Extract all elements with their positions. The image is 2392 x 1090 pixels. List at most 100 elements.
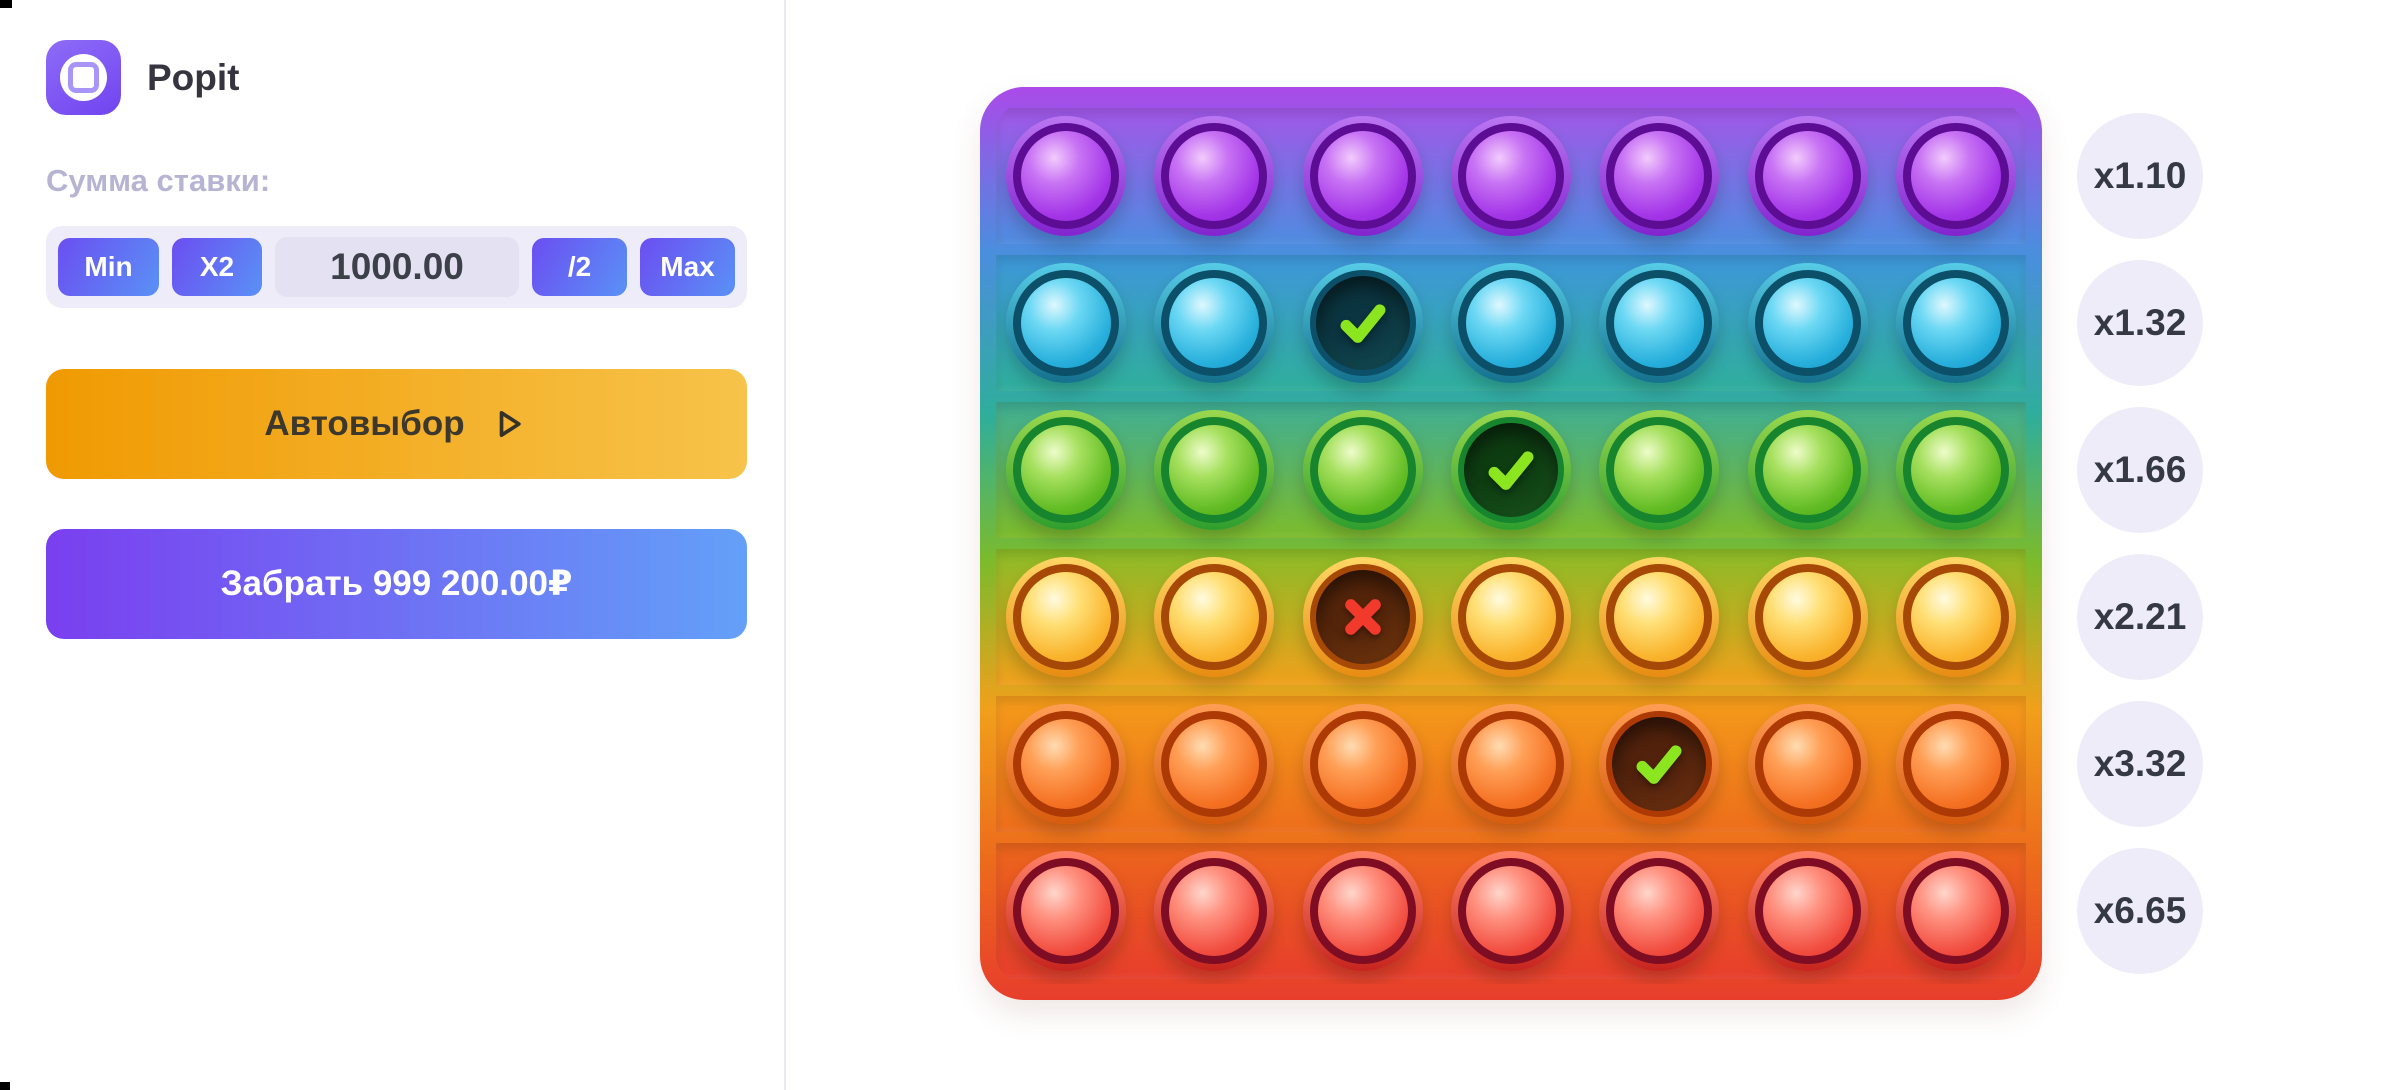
bubble-row4-col3-miss[interactable]	[1302, 557, 1423, 677]
bubble-ring	[1606, 858, 1713, 964]
bubble-ring	[1013, 123, 1119, 229]
bubble-dome	[1021, 425, 1111, 515]
bubble-dome	[1021, 866, 1111, 956]
bubble-hole	[1463, 423, 1558, 517]
check-icon	[1340, 304, 1386, 343]
bubble-dome	[1910, 719, 2001, 809]
bubble-ring	[1309, 858, 1416, 964]
bubble-row5-col7[interactable]	[1895, 704, 2016, 824]
bubble-row2-col7[interactable]	[1895, 263, 2016, 383]
logo-circle	[60, 54, 107, 101]
bubble-dome	[1762, 719, 1853, 809]
autopick-button[interactable]: Автовыбор	[46, 369, 747, 479]
multiplier-badge-row5: x3.32	[2077, 701, 2203, 827]
bubble-dome	[1614, 572, 1705, 662]
bet-half-button[interactable]: /2	[532, 238, 627, 296]
popit-board-rows	[996, 103, 2026, 984]
bubble-row2-col4[interactable]	[1450, 263, 1571, 383]
cashout-button[interactable]: Забрать 999 200.00₽	[46, 529, 747, 639]
popit-board	[980, 87, 2042, 1000]
bubble-row1-col1[interactable]	[1006, 116, 1126, 236]
bubble-row6-col2[interactable]	[1154, 851, 1275, 971]
bubble-ring	[1161, 417, 1268, 523]
bubble-ring	[1013, 711, 1119, 817]
bet-min-button[interactable]: Min	[58, 238, 159, 296]
bubble-ring	[1902, 858, 2009, 964]
bubble-ring	[1457, 123, 1564, 229]
bubble-row2-col5[interactable]	[1599, 263, 1720, 383]
bubble-ring	[1606, 123, 1713, 229]
multiplier-badge-row4: x2.21	[2077, 554, 2203, 680]
bubble-row6-col5[interactable]	[1599, 851, 1720, 971]
bubble-ring	[1161, 123, 1268, 229]
bubble-row3-col2[interactable]	[1154, 410, 1275, 530]
bubble-ring	[1902, 564, 2009, 670]
bubble-row3-col3[interactable]	[1302, 410, 1423, 530]
board-row-gold	[996, 549, 2026, 685]
bubble-row4-col2[interactable]	[1154, 557, 1275, 677]
game-title: Popit	[147, 56, 240, 98]
bubble-dome	[1169, 131, 1260, 221]
bubble-row5-col1[interactable]	[1006, 704, 1126, 824]
bubble-dome	[1169, 719, 1260, 809]
bubble-row2-col3-check[interactable]	[1302, 263, 1423, 383]
bubble-ring	[1606, 564, 1713, 670]
bubble-row5-col6[interactable]	[1747, 704, 1868, 824]
bubble-ring	[1902, 270, 2009, 376]
bubble-row6-col4[interactable]	[1450, 851, 1571, 971]
bubble-dome	[1465, 866, 1556, 956]
bubble-row6-col3[interactable]	[1302, 851, 1423, 971]
bubble-row1-col5[interactable]	[1599, 116, 1720, 236]
bubble-ring	[1754, 564, 1861, 670]
bubble-dome	[1614, 278, 1705, 368]
bubble-row1-col3[interactable]	[1302, 116, 1423, 236]
bubble-row3-col5[interactable]	[1599, 410, 1720, 530]
autopick-label: Автовыбор	[264, 404, 465, 443]
bubble-dome	[1169, 425, 1260, 515]
cashout-label: Забрать 999 200.00₽	[220, 564, 573, 603]
bubble-row6-col6[interactable]	[1747, 851, 1868, 971]
bubble-hole	[1612, 717, 1707, 811]
bubble-row4-col5[interactable]	[1599, 557, 1720, 677]
check-icon	[1636, 745, 1682, 784]
board-row-purple	[996, 108, 2026, 244]
bubble-ring	[1457, 711, 1564, 817]
bubble-row4-col1[interactable]	[1006, 557, 1126, 677]
bubble-row3-col6[interactable]	[1747, 410, 1868, 530]
bubble-ring	[1606, 711, 1713, 817]
bubble-ring	[1902, 711, 2009, 817]
bubble-row4-col7[interactable]	[1895, 557, 2016, 677]
bubble-row5-col4[interactable]	[1450, 704, 1571, 824]
bet-double-button[interactable]: X2	[172, 238, 262, 296]
bubble-dome	[1762, 425, 1853, 515]
bubble-row4-col4[interactable]	[1450, 557, 1571, 677]
bubble-dome	[1614, 131, 1705, 221]
bubble-row5-col2[interactable]	[1154, 704, 1275, 824]
bubble-row3-col7[interactable]	[1895, 410, 2016, 530]
bubble-ring	[1309, 417, 1416, 523]
bubble-row2-col2[interactable]	[1154, 263, 1275, 383]
bubble-row1-col4[interactable]	[1450, 116, 1571, 236]
bubble-row1-col7[interactable]	[1895, 116, 2016, 236]
bubble-row1-col6[interactable]	[1747, 116, 1868, 236]
bubble-row2-col1[interactable]	[1006, 263, 1126, 383]
bubble-dome	[1317, 425, 1408, 515]
bubble-row3-col4-check[interactable]	[1450, 410, 1571, 530]
bubble-row6-col1[interactable]	[1006, 851, 1126, 971]
bubble-row5-col5-check[interactable]	[1599, 704, 1720, 824]
bubble-dome	[1910, 425, 2001, 515]
bubble-dome	[1021, 572, 1111, 662]
bubble-row5-col3[interactable]	[1302, 704, 1423, 824]
check-icon	[1488, 451, 1534, 490]
bubble-row2-col6[interactable]	[1747, 263, 1868, 383]
bubble-row6-col7[interactable]	[1895, 851, 2016, 971]
bubble-row4-col6[interactable]	[1747, 557, 1868, 677]
bet-max-button[interactable]: Max	[640, 238, 735, 296]
multiplier-slot-3: x1.66	[2077, 402, 2203, 538]
bubble-row3-col1[interactable]	[1006, 410, 1126, 530]
bubble-dome	[1169, 866, 1260, 956]
bubble-dome	[1762, 278, 1853, 368]
bet-amount-input[interactable]	[275, 237, 519, 297]
bubble-row1-col2[interactable]	[1154, 116, 1275, 236]
bubble-ring	[1754, 858, 1861, 964]
